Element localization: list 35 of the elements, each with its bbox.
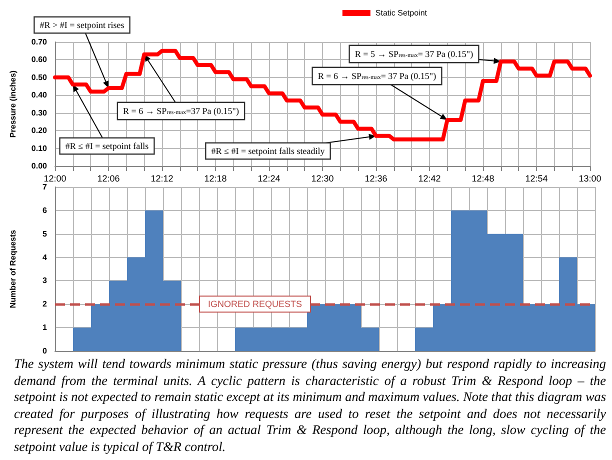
y-tick-label: 4 bbox=[42, 252, 48, 262]
y-tick-label: 0.60 bbox=[31, 55, 48, 64]
y-tick-label: 0 bbox=[42, 346, 48, 356]
y-tick-label: 0.50 bbox=[31, 72, 48, 82]
text: The system will tend towards minimum static pressure (thus saving energy) but respond rapidly to increasing demand from the terminal units. A cyclic pattern is characteristic of a robust Trim & Respond loop – the setpoint is not expected to remain static except at its minimum and maximum values. Note that this diagram was created for purposes of illustrating how requests are used to reset the setpoint and does not necessarily represent the expected behavior of an actual Trim & Respond loop, although the long, slow cycling of the setpoint value is typical of T&R control. bbox=[14, 356, 606, 456]
y-tick-label: 0.20 bbox=[31, 126, 48, 136]
x-tick-label: 12:54 bbox=[525, 174, 548, 184]
legend-label: Static Setpoint bbox=[375, 8, 428, 18]
x-tick-label: 12:24 bbox=[258, 174, 280, 184]
y-tick-label: 1 bbox=[42, 323, 48, 332]
x-tick-label: 12:12 bbox=[150, 174, 174, 184]
y-tick-label: 0.10 bbox=[31, 144, 48, 153]
annotation: #R ≤ #I = setpoint falls steadily bbox=[211, 146, 326, 156]
y-tick-label: 6 bbox=[42, 206, 48, 215]
ref-line-label: IGNORED REQUESTS bbox=[208, 299, 302, 310]
y-tick-label: 0.00 bbox=[31, 162, 48, 170]
y-tick-label: 2 bbox=[42, 300, 48, 309]
y-axis-title: Number of Requests bbox=[8, 229, 18, 308]
annotation: #R ≤ #I = setpoint falls bbox=[65, 141, 150, 151]
x-tick-label: 12:48 bbox=[472, 174, 494, 184]
x-tick-label: 12:06 bbox=[97, 174, 120, 184]
y-tick-label: 0.40 bbox=[31, 90, 48, 100]
y-tick-label: 0.30 bbox=[31, 108, 48, 118]
y-tick-label: 5 bbox=[42, 229, 48, 238]
x-tick-label: 12:36 bbox=[364, 174, 388, 184]
annotation: #R > #I = setpoint rises bbox=[40, 20, 125, 30]
x-tick-label: 12:18 bbox=[204, 174, 227, 184]
x-tick-label: 13:00 bbox=[578, 174, 602, 184]
x-tick-label: 12:30 bbox=[311, 174, 334, 184]
x-tick-label: 12:42 bbox=[418, 174, 441, 184]
x-tick-label: 12:00 bbox=[44, 174, 66, 184]
y-tick-label: 7 bbox=[42, 182, 48, 192]
y-tick-label: 0.70 bbox=[31, 38, 48, 46]
y-axis-title: Pressure (inches) bbox=[8, 70, 18, 138]
y-tick-label: 3 bbox=[42, 276, 48, 286]
